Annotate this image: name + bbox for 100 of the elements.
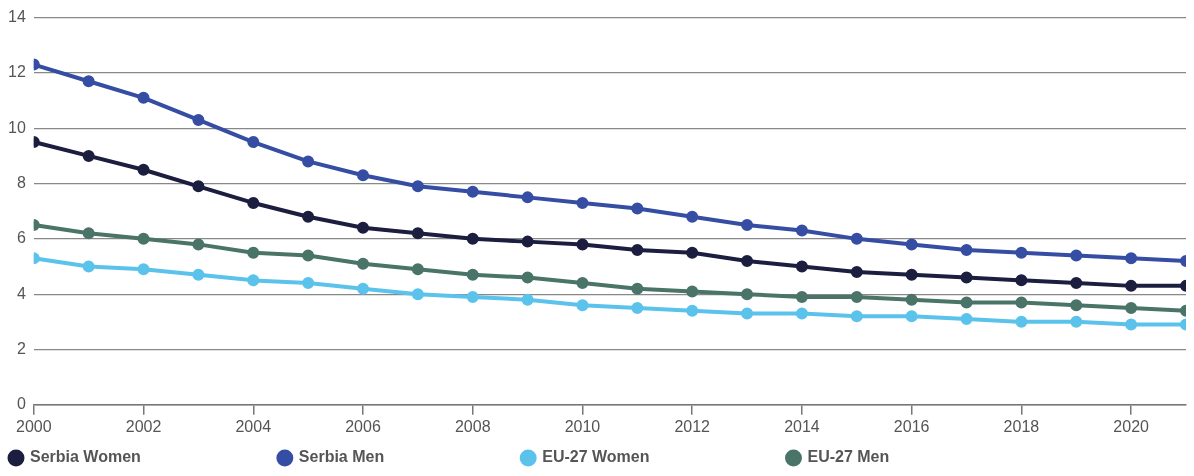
point	[82, 227, 95, 240]
point	[631, 202, 644, 215]
x-tick-label: 2000	[16, 417, 52, 435]
point	[576, 299, 589, 312]
point	[466, 290, 479, 303]
point	[1015, 246, 1028, 259]
point	[905, 293, 918, 306]
point	[631, 302, 644, 314]
legend-label: EU-27 Women	[542, 448, 778, 466]
point	[137, 263, 150, 276]
point	[741, 219, 754, 232]
point	[1015, 315, 1028, 328]
point	[357, 282, 369, 295]
y-tick-label: 6	[16, 229, 26, 247]
legend-label: Serbia Men	[298, 448, 513, 466]
point	[1125, 302, 1138, 314]
y-tick-label: 10	[8, 118, 26, 136]
y-tick-label: 4	[16, 284, 26, 302]
y-tick-label: 0	[16, 395, 26, 413]
point	[795, 307, 808, 320]
point	[850, 310, 863, 323]
x-tick-label: 2016	[893, 417, 930, 435]
point	[357, 257, 369, 270]
point	[1125, 252, 1138, 265]
x-tick-label: 2014	[784, 417, 820, 435]
point	[795, 290, 808, 303]
point	[850, 290, 863, 303]
point	[631, 243, 644, 256]
point	[686, 246, 699, 259]
point	[1125, 279, 1138, 292]
x-tick-label: 2008	[454, 417, 491, 435]
point	[82, 260, 95, 273]
y-tick-label: 14	[8, 8, 26, 26]
y-tick-label: 12	[8, 63, 26, 81]
point	[521, 293, 534, 306]
point	[466, 185, 479, 198]
point	[905, 268, 918, 281]
x-tick-label: 2012	[674, 417, 711, 435]
x-tick-label: 2004	[235, 417, 272, 435]
y-tick-label: 8	[16, 173, 26, 191]
point	[192, 180, 205, 193]
point	[576, 277, 589, 290]
point	[357, 221, 369, 234]
x-tick-label: 2018	[1003, 417, 1040, 435]
point	[576, 238, 589, 251]
point	[741, 307, 754, 320]
point	[1015, 274, 1028, 287]
point	[1015, 296, 1028, 309]
point	[302, 155, 315, 168]
point	[521, 271, 534, 284]
point	[357, 169, 369, 182]
point	[1070, 315, 1083, 328]
x-tick-label: 2020	[1113, 417, 1150, 435]
point	[302, 277, 315, 290]
point	[82, 75, 95, 88]
point	[466, 232, 479, 245]
point	[850, 232, 863, 245]
point	[411, 180, 424, 193]
point	[411, 263, 424, 276]
point	[905, 310, 918, 323]
point	[247, 196, 260, 209]
point	[137, 163, 150, 176]
point	[960, 271, 973, 284]
point	[82, 149, 95, 162]
x-tick-label: 2002	[125, 417, 162, 435]
point	[960, 313, 973, 326]
point	[795, 260, 808, 273]
point	[411, 288, 424, 301]
point	[960, 243, 973, 256]
legend-label: Serbia Women	[30, 448, 269, 466]
x-tick-label: 2006	[345, 417, 381, 435]
point	[521, 235, 534, 248]
x-tick-label: 2010	[564, 417, 601, 435]
point	[192, 113, 205, 126]
point	[302, 210, 315, 223]
y-tick-label: 2	[16, 339, 26, 357]
point	[247, 246, 260, 259]
point	[741, 288, 754, 301]
point	[247, 274, 260, 287]
point	[795, 224, 808, 237]
point	[960, 296, 973, 309]
point	[1070, 277, 1083, 290]
point	[686, 304, 699, 317]
point	[411, 227, 424, 240]
point	[850, 266, 863, 279]
point	[905, 238, 918, 251]
point	[247, 136, 260, 149]
point	[1070, 249, 1083, 262]
point	[576, 196, 589, 209]
point	[686, 210, 699, 223]
point	[741, 254, 754, 267]
point	[1125, 318, 1138, 331]
point	[137, 91, 150, 104]
legend-label: EU-27 Men	[807, 448, 1018, 466]
point	[466, 268, 479, 281]
point	[521, 191, 534, 204]
point	[686, 285, 699, 298]
point	[192, 238, 205, 251]
point	[192, 268, 205, 281]
point	[1070, 299, 1083, 312]
